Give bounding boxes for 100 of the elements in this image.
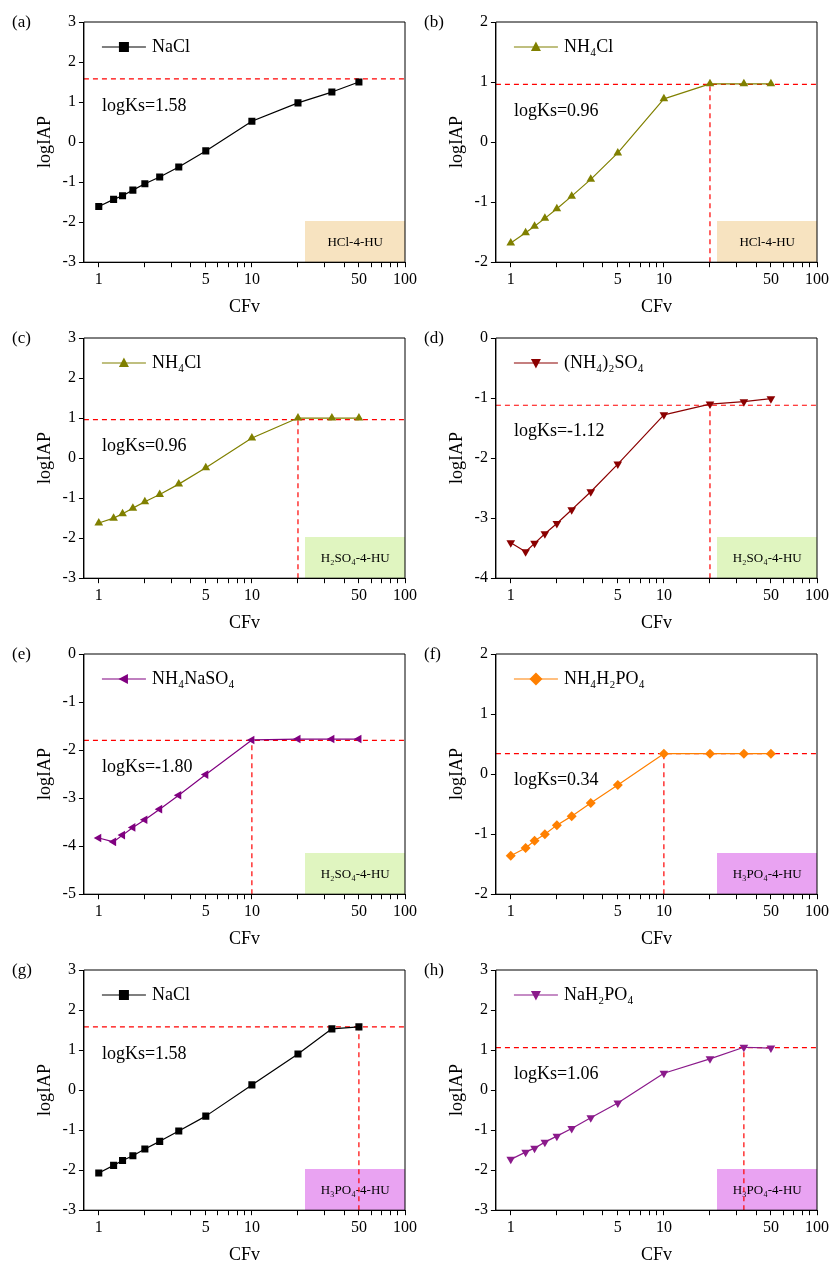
x-axis-title: CFv [228,927,260,948]
x-tick-label: 50 [762,270,779,287]
chart-title: (f) [424,643,441,663]
chart-title: (e) [12,643,31,663]
x-tick-label: 5 [201,586,210,603]
legend-label: NH₄Cl [563,35,614,56]
x-tick-label: 10 [243,586,260,603]
y-tick-label: 0 [479,132,488,150]
label-box: H₂SO₄-4-HU [305,537,405,579]
y-axis-title: logIAP [445,748,466,801]
x-tick-label: 5 [201,270,210,287]
y-axis-title: logIAP [33,116,54,169]
x-tick-label: 10 [243,902,260,919]
y-tick-label: -2 [62,1160,76,1178]
chart-title: (g) [12,959,32,979]
y-tick-label: -2 [62,740,76,758]
x-tick-label: 100 [805,586,829,603]
label-box: H₃PO₄-4-HU [305,1169,405,1211]
label-box: HCl-4-HU [717,221,817,263]
y-tick-label: 3 [479,960,488,978]
x-axis-title: CFv [640,611,672,632]
x-tick-label: 10 [243,1218,260,1235]
chart-title: (c) [12,327,31,347]
x-tick-label: 10 [243,270,260,287]
y-tick-label: 0 [67,132,76,150]
chart-title: (d) [424,327,444,347]
x-tick-label: 50 [350,270,367,287]
y-tick-label: -3 [62,252,76,270]
x-tick-label: 5 [613,270,622,287]
x-tick-label: 5 [613,902,622,919]
x-tick-label: 100 [805,1218,829,1235]
x-tick-label: 1 [506,902,515,919]
legend-label: NaCl [151,983,190,1004]
x-tick-label: 10 [655,1218,672,1235]
x-tick-label: 5 [613,586,622,603]
annotation: logKs=0.34 [513,768,599,789]
label-box: H₂SO₄-4-HU [717,537,817,579]
y-tick-label: -1 [474,192,488,210]
y-axis-title: logIAP [33,1064,54,1117]
x-tick-label: 50 [762,902,779,919]
y-tick-label: 3 [67,12,76,30]
y-tick-label: 1 [67,1040,76,1058]
label-box: H₃PO₄-4-HU [717,1169,817,1211]
x-tick-label: 1 [94,586,103,603]
x-tick-label: 10 [655,902,672,919]
x-tick-label: 10 [655,270,672,287]
annotation: logKs=1.06 [513,1062,599,1083]
y-tick-label: 2 [479,12,488,30]
x-tick-label: 10 [655,586,672,603]
label-box: H₂SO₄-4-HU [305,853,405,895]
y-tick-label: -1 [474,1120,488,1138]
x-tick-label: 5 [201,1218,210,1235]
y-tick-label: 0 [479,764,488,782]
legend-label: NH₄H₂PO₄ [563,667,645,688]
y-tick-label: -3 [62,788,76,806]
y-tick-label: -3 [62,1200,76,1218]
y-axis-title: logIAP [33,432,54,485]
y-tick-label: -5 [62,884,76,902]
y-axis-title: logIAP [445,432,466,485]
x-axis-title: CFv [228,1243,260,1264]
legend-label: NH₄NaSO₄ [151,667,235,688]
x-tick-label: 1 [94,270,103,287]
x-tick-label: 100 [805,902,829,919]
y-tick-label: -1 [62,172,76,190]
y-tick-label: -1 [62,692,76,710]
y-tick-label: -2 [474,884,488,902]
x-tick-label: 100 [393,902,417,919]
y-tick-label: 3 [67,328,76,346]
annotation: logKs=-1.12 [513,420,605,441]
legend-label: NaCl [151,35,190,56]
y-tick-label: -2 [62,212,76,230]
y-tick-label: -3 [62,568,76,586]
x-tick-label: 50 [762,586,779,603]
y-tick-label: -2 [62,528,76,546]
x-tick-label: 50 [762,1218,779,1235]
y-tick-label: -1 [474,388,488,406]
chart-title: (b) [424,11,444,31]
y-tick-label: -1 [474,824,488,842]
x-tick-label: 1 [94,902,103,919]
x-tick-label: 100 [393,1218,417,1235]
y-tick-label: 1 [479,704,488,722]
y-tick-label: -4 [62,836,76,854]
x-axis-title: CFv [640,295,672,316]
chart-title: (h) [424,959,444,979]
x-tick-label: 100 [805,270,829,287]
x-axis-title: CFv [640,927,672,948]
y-tick-label: 2 [67,368,76,386]
x-tick-label: 1 [506,586,515,603]
y-tick-label: 2 [67,1000,76,1018]
y-tick-label: -2 [474,1160,488,1178]
y-tick-label: 1 [479,72,488,90]
x-tick-label: 1 [94,1218,103,1235]
chart-title: (a) [12,11,31,31]
x-tick-label: 1 [506,1218,515,1235]
x-axis-title: CFv [228,611,260,632]
y-tick-label: 1 [67,408,76,426]
y-tick-label: -3 [474,1200,488,1218]
annotation: logKs=0.96 [513,99,599,120]
x-axis-title: CFv [640,1243,672,1264]
x-tick-label: 1 [506,270,515,287]
